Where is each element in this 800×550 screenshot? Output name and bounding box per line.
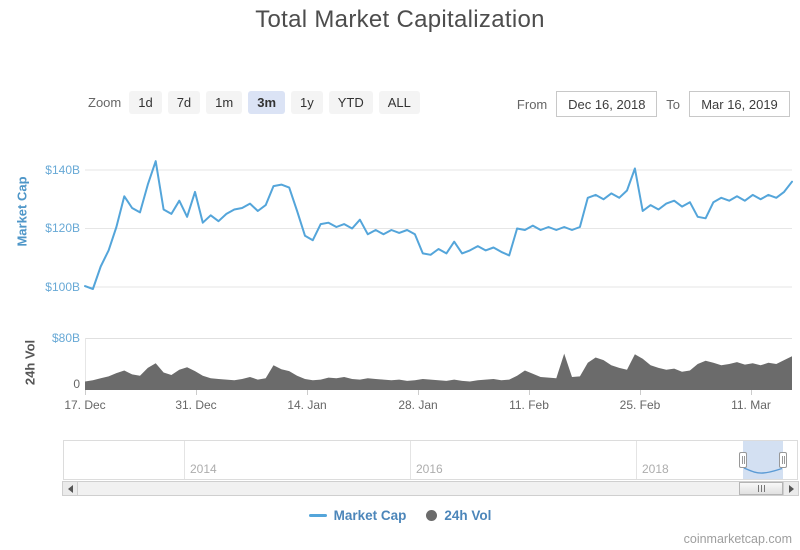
legend-item-24h-vol[interactable]: 24h Vol [426,508,491,523]
legend-item-market-cap[interactable]: Market Cap [308,508,407,523]
navigator-gridline-2016 [410,441,411,479]
scrollbar-thumb[interactable] [739,482,783,495]
navigator-year-2018: 2018 [642,462,669,476]
zoom-button-all[interactable]: ALL [378,91,420,114]
market-cap-line-series [84,160,793,290]
x-label-11mar: 11. Mar [731,398,771,412]
x-tickmark [640,390,641,395]
to-date-input[interactable] [689,91,790,117]
from-label: From [516,96,548,112]
vol-axis-title: 24h Vol [22,339,38,386]
navigator[interactable]: 2014 2016 2018 [63,440,798,480]
market-cap-plot-area[interactable] [84,144,793,302]
x-label-31dec: 31. Dec [175,398,217,412]
scrollbar-left-button[interactable] [63,482,78,495]
mcap-ytick-140b: $140B [45,163,80,177]
legend: Market Cap 24h Vol [0,508,800,523]
x-tickmark [418,390,419,395]
x-label-14jan: 14. Jan [287,398,327,412]
navigator-right-handle[interactable] [779,452,787,468]
zoom-button-group: Zoom 1d 7d 1m 3m 1y YTD ALL [88,91,420,114]
legend-label-24h-vol: 24h Vol [444,508,492,523]
date-range-group: From To [517,91,790,117]
legend-line-marker [308,514,327,517]
left-arrow-icon [67,484,73,493]
zoom-button-1m[interactable]: 1m [206,91,243,114]
navigator-gridline-2014 [184,441,185,479]
navigator-year-2014: 2014 [190,462,217,476]
legend-circle-marker [426,510,438,521]
right-arrow-icon [788,484,794,493]
mcap-axis-title: Market Cap [14,176,30,247]
navigator-gridline-2018 [636,441,637,479]
vol-ytick-0: 0 [73,377,80,391]
zoom-button-1y[interactable]: 1y [291,91,323,114]
zoom-button-7d[interactable]: 7d [167,91,201,114]
zoom-button-3m[interactable]: 3m [248,91,286,114]
navigator-left-handle[interactable] [739,452,747,468]
mcap-ytick-120b: $120B [45,221,80,235]
mcap-ytick-100b: $100B [45,280,80,294]
zoom-button-1d[interactable]: 1d [129,91,162,114]
x-tickmark [529,390,530,395]
x-tickmark [751,390,752,395]
horizontal-scrollbar[interactable] [62,481,799,496]
x-label-17dec: 17. Dec [64,398,106,412]
vol-ytick-80b: $80B [51,331,80,345]
watermark: coinmarketcap.com [683,532,792,546]
x-label-28jan: 28. Jan [398,398,438,412]
volume-area-series [85,353,792,390]
scrollbar-right-button[interactable] [783,482,798,495]
x-tickmark [85,390,86,395]
x-tickmark [196,390,197,395]
navigator-series-preview [743,467,783,474]
legend-label-market-cap: Market Cap [333,508,407,523]
from-date-input[interactable] [556,91,658,117]
x-label-25feb: 25. Feb [619,398,661,412]
x-tickmark [307,390,308,395]
zoom-label: Zoom [88,95,122,110]
x-label-11feb: 11. Feb [509,398,549,412]
zoom-button-ytd[interactable]: YTD [328,91,373,114]
chart-title: Total Market Capitalization [255,6,545,33]
navigator-year-2016: 2016 [416,462,443,476]
to-label: To [666,96,680,112]
navigator-selected-range[interactable] [743,441,783,479]
volume-plot-area[interactable] [85,338,792,390]
